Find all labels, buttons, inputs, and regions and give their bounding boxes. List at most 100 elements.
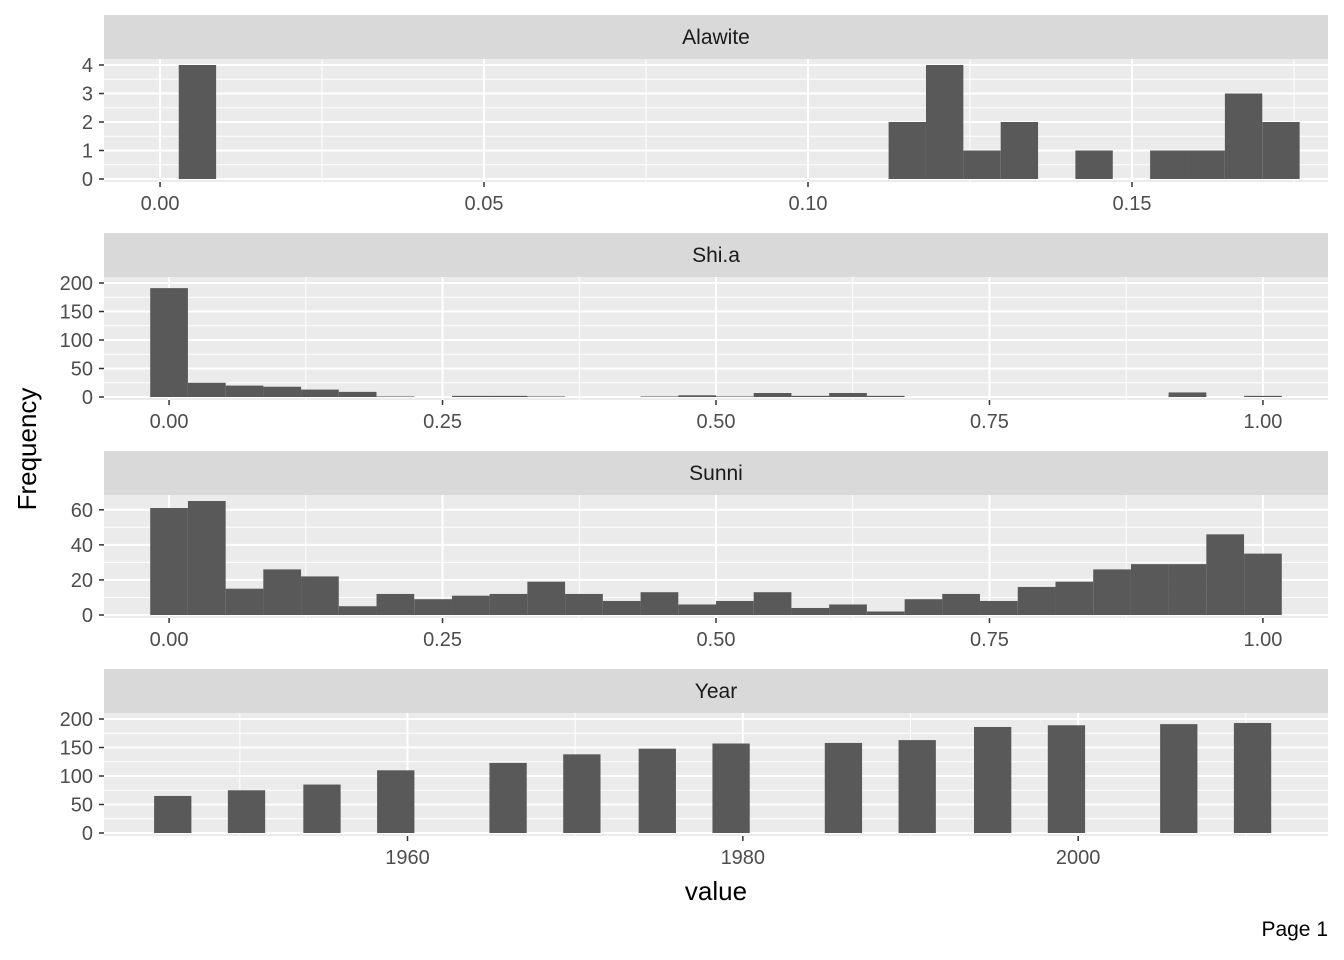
x-tick-label: 0.05 (465, 193, 504, 215)
x-tick-label: 0.10 (789, 193, 828, 215)
histogram-bar (1244, 395, 1282, 397)
histogram-bar (1000, 122, 1039, 179)
y-tick-label: 150 (60, 302, 93, 324)
histogram-bar (791, 395, 830, 397)
histogram-bar (489, 762, 527, 833)
facet-strip-label: Sunni (689, 462, 743, 485)
facet-strip (104, 451, 1328, 495)
y-tick-label: 100 (60, 330, 93, 352)
x-tick-label: 2000 (1056, 847, 1101, 869)
histogram-bar (1075, 150, 1113, 179)
histogram-bar (452, 595, 490, 615)
histogram-bar (602, 600, 641, 615)
y-tick-label: 3 (82, 84, 93, 106)
x-tick-label: 0.75 (970, 629, 1009, 651)
histogram-bar (1224, 93, 1263, 179)
histogram-bar (376, 593, 415, 615)
y-tick-label: 40 (71, 535, 93, 557)
histogram-bar (712, 743, 750, 833)
y-tick-label: 20 (71, 570, 93, 592)
x-tick-label: 0.00 (150, 411, 189, 433)
y-tick-label: 200 (60, 273, 93, 295)
histogram-bar (301, 389, 339, 397)
histogram-bar (154, 795, 192, 833)
histogram-bar (377, 770, 415, 833)
histogram-bar (338, 606, 377, 615)
histogram-bar (263, 386, 302, 397)
y-tick-label: 4 (82, 55, 93, 77)
histogram-bar (1093, 569, 1131, 615)
histogram-bar (715, 396, 754, 397)
histogram-bar (489, 593, 528, 615)
histogram-bar (829, 393, 867, 397)
y-axis-title: Frequency (12, 388, 42, 511)
x-tick-label: 1.00 (1243, 629, 1282, 651)
histogram-bar (1244, 553, 1282, 615)
histogram-bar (376, 396, 415, 397)
histogram-bar (824, 742, 863, 833)
histogram-bar (1055, 581, 1094, 615)
facet-strip-label: Alawite (682, 26, 750, 49)
x-tick-label: 0.00 (150, 629, 189, 651)
histogram-bar (925, 65, 964, 179)
facet-year: Year 0 50 100 150 200 1960 1980 2000 (60, 669, 1328, 869)
histogram-bar (1187, 150, 1225, 179)
y-tick-label: 50 (71, 795, 93, 817)
y-tick-label: 0 (82, 823, 93, 845)
histogram-bar (150, 508, 188, 615)
histogram-bar (640, 592, 679, 615)
facet-sunni: Sunni 0 20 40 60 0.00 0.25 0.50 0.75 1.00 (71, 451, 1328, 651)
histogram-bar (527, 396, 566, 397)
histogram-bar (1160, 724, 1198, 833)
histogram-bar (753, 393, 792, 397)
histogram-bar (225, 588, 264, 615)
histogram-bar (227, 790, 266, 833)
x-tick-label: 0.25 (423, 629, 462, 651)
histogram-bar (563, 754, 601, 833)
x-tick-label: 0.00 (141, 193, 180, 215)
histogram-bar (1262, 122, 1300, 179)
histogram-bar (753, 592, 792, 615)
histogram-bar (1150, 150, 1188, 179)
page-label: Page 1 (1261, 918, 1328, 941)
facet-strip (104, 15, 1328, 59)
x-tick-label: 0.50 (697, 411, 736, 433)
histogram-bar (1017, 586, 1056, 615)
histogram-bar (980, 600, 1018, 615)
histogram-bar (888, 122, 926, 179)
histogram-bar (150, 288, 188, 397)
histogram-bar (974, 726, 1012, 833)
x-tick-label: 0.25 (423, 411, 462, 433)
histogram-bar (1047, 725, 1086, 833)
histogram-bar (904, 599, 943, 615)
histogram-bar (489, 395, 528, 397)
histogram-bar (565, 593, 603, 615)
histogram-bar (178, 65, 217, 179)
histogram-bar (791, 607, 830, 615)
histogram-bar (452, 395, 490, 397)
histogram-bar (678, 395, 717, 397)
histogram-bar (527, 581, 566, 615)
facet-panels: Alawite 0 1 2 3 4 0.00 0.05 0.10 0.15 Shi.a 0 50 100 1… (60, 15, 1328, 869)
histogram-bar (963, 150, 1001, 179)
y-tick-label: 1 (82, 141, 93, 163)
facet-strip-label: Shi.a (692, 244, 740, 267)
plot-panel (104, 59, 1328, 182)
y-tick-label: 2 (82, 112, 93, 134)
histogram-bar (1233, 722, 1272, 833)
histogram-bar (1206, 534, 1245, 615)
histogram-bar (638, 748, 676, 833)
histogram-bar (301, 576, 339, 615)
histogram-bar (898, 740, 936, 833)
histogram-bar (263, 569, 302, 615)
facet-strip (104, 233, 1328, 277)
y-tick-label: 100 (60, 766, 93, 788)
x-tick-label: 0.50 (697, 629, 736, 651)
x-tick-label: 1980 (721, 847, 766, 869)
histogram-bar (640, 396, 679, 397)
x-tick-label: 0.15 (1113, 193, 1152, 215)
y-tick-label: 150 (60, 738, 93, 760)
histogram-bar (1130, 564, 1169, 615)
histogram-bar (829, 604, 867, 615)
